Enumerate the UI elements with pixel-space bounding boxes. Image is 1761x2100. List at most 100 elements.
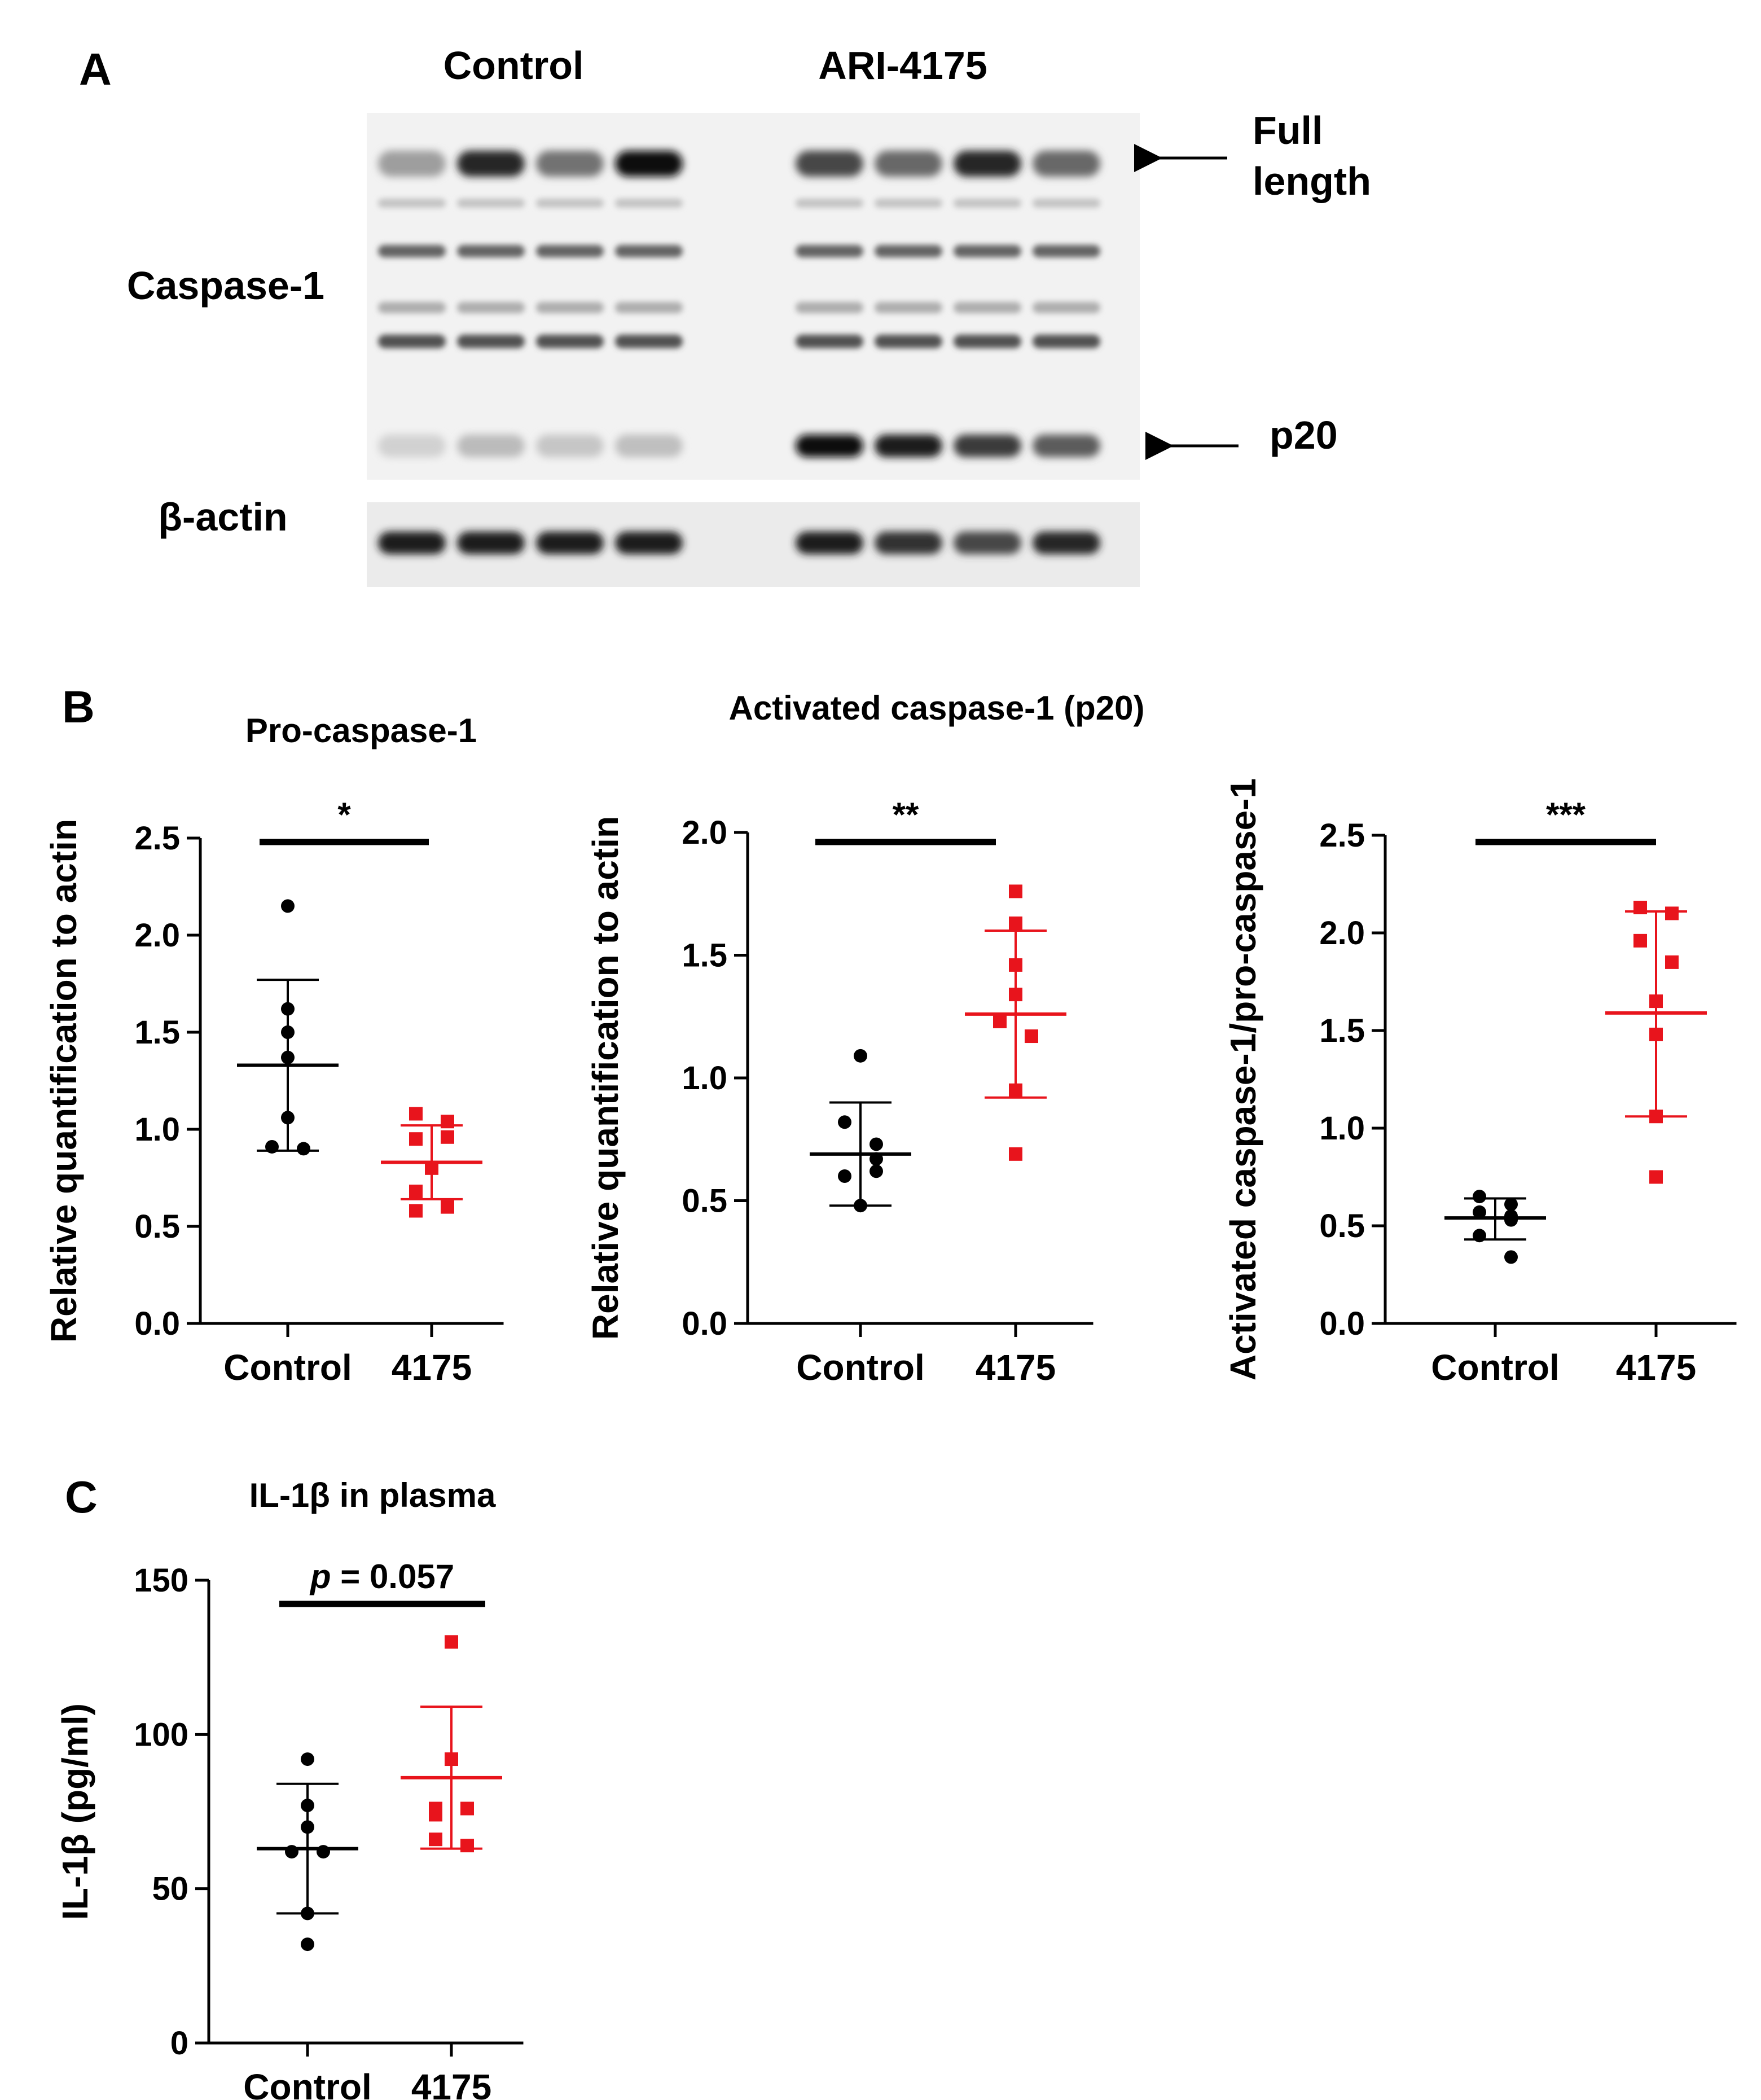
panel-label-a: A	[79, 44, 112, 94]
p20-label: p20	[1270, 413, 1338, 457]
data-point	[317, 1845, 330, 1859]
data-point	[460, 1839, 474, 1853]
data-point	[285, 1845, 298, 1859]
band-minor	[875, 302, 942, 313]
x-tick-label: Control	[1431, 1347, 1560, 1388]
x-tick-label: Control	[796, 1347, 925, 1388]
significance-value: = 0.057	[331, 1558, 455, 1595]
band-minor	[875, 245, 942, 257]
data-point	[297, 1142, 310, 1156]
data-point	[854, 1049, 867, 1063]
band-minor	[536, 245, 604, 257]
data-point	[301, 1752, 314, 1766]
y-tick-label: 1.0	[134, 1111, 180, 1148]
band-minor	[796, 199, 863, 208]
y-tick-label: 2.0	[1319, 915, 1365, 952]
data-point	[281, 1050, 295, 1064]
band-p20	[796, 435, 863, 457]
band-minor	[378, 245, 446, 257]
y-axis-label: Activated caspase-1/pro-caspase-1	[1223, 778, 1263, 1380]
data-point	[1633, 933, 1647, 948]
band-full-length	[536, 151, 604, 177]
blot-group-label-treated: ARI-4175	[818, 43, 987, 87]
x-tick-label: Control	[243, 2067, 372, 2100]
y-tick-label: 0.0	[134, 1305, 180, 1342]
x-tick-label: 4175	[1616, 1347, 1696, 1388]
data-point	[441, 1130, 454, 1144]
data-point	[445, 1635, 458, 1649]
band-minor	[615, 199, 683, 208]
band-minor	[1033, 245, 1100, 257]
band-full-length	[1033, 151, 1100, 177]
chart-title: IL-1β in plasma	[249, 1476, 496, 1514]
chart-pro-caspase: 0.0 0.5 1.0 1.5 2.0 2.5 Control 4175 Pro-caspase…	[43, 712, 504, 1388]
y-tick-label: 100	[134, 1716, 188, 1753]
data-point	[1665, 955, 1679, 969]
y-tick-label: 0.5	[134, 1208, 180, 1245]
data-point	[1009, 1083, 1022, 1097]
band-actin	[875, 532, 942, 554]
chart-ratio: 0.0 0.5 1.0 1.5 2.0 2.5 Control 4175 Activated c…	[1223, 778, 1737, 1388]
y-tick-label: 1.0	[1319, 1110, 1365, 1147]
significance-label: p = 0.057	[309, 1558, 454, 1595]
data-point	[1504, 1213, 1518, 1227]
band-p20	[875, 435, 942, 457]
panel-label-c: C	[65, 1472, 98, 1522]
x-tick-label: 4175	[411, 2067, 491, 2100]
band-minor	[378, 302, 446, 313]
band-full-length	[615, 151, 683, 177]
y-tick-label: 1.5	[1319, 1012, 1365, 1049]
significance-label: ***	[1546, 796, 1586, 834]
band-minor	[615, 335, 683, 348]
data-point	[869, 1164, 883, 1178]
chart-activated-caspase: 0.0 0.5 1.0 1.5 2.0 Control 4175 Activated casp…	[585, 689, 1145, 1388]
data-point	[838, 1115, 851, 1129]
band-minor	[954, 302, 1021, 313]
blot-group-label-control: Control	[443, 43, 584, 87]
band-minor	[796, 302, 863, 313]
band-full-length	[457, 151, 525, 177]
x-tick-label: Control	[223, 1347, 352, 1388]
data-point	[1009, 1147, 1022, 1161]
chart-title: Pro-caspase-1	[245, 712, 477, 749]
band-minor	[1033, 302, 1100, 313]
blot-bands	[378, 151, 1100, 554]
band-full-length	[954, 151, 1021, 177]
band-minor	[615, 245, 683, 257]
band-minor	[875, 199, 942, 208]
band-actin	[615, 532, 683, 554]
y-axis-label: IL-1β (pg/ml)	[55, 1703, 95, 1920]
band-minor	[875, 335, 942, 348]
data-point	[1473, 1229, 1486, 1243]
band-actin	[1033, 532, 1100, 554]
y-axis-label: Relative quantification to actin	[585, 816, 626, 1340]
data-point	[409, 1204, 423, 1218]
band-p20	[1033, 435, 1100, 457]
band-actin	[378, 532, 446, 554]
band-minor	[954, 199, 1021, 208]
data-point	[281, 899, 295, 913]
chart-il1b: 0 50 100 150 Control 4175 IL-1β in plasma IL-1β…	[55, 1476, 524, 2100]
full-length-label-line2: length	[1253, 159, 1371, 203]
y-tick-label: 2.0	[682, 814, 727, 851]
blot-row-label-caspase: Caspase-1	[127, 264, 324, 308]
data-point	[409, 1132, 423, 1146]
data-point	[425, 1161, 438, 1175]
data-point	[281, 1002, 295, 1016]
data-point	[854, 1199, 867, 1213]
y-axis-label: Relative quantification to actin	[43, 819, 84, 1343]
data-point	[869, 1137, 883, 1151]
band-p20	[954, 435, 1021, 457]
y-tick-label: 2.5	[1319, 817, 1365, 854]
data-point	[1633, 901, 1647, 915]
band-minor	[536, 302, 604, 313]
band-minor	[378, 335, 446, 348]
data-point	[265, 1139, 279, 1154]
band-minor	[536, 199, 604, 208]
data-point	[445, 1752, 458, 1766]
data-point	[1009, 988, 1022, 1002]
band-p20	[378, 435, 446, 457]
y-tick-label: 0.5	[682, 1183, 727, 1220]
data-point	[1504, 1250, 1518, 1264]
blot-row-label-actin: β-actin	[158, 495, 287, 539]
